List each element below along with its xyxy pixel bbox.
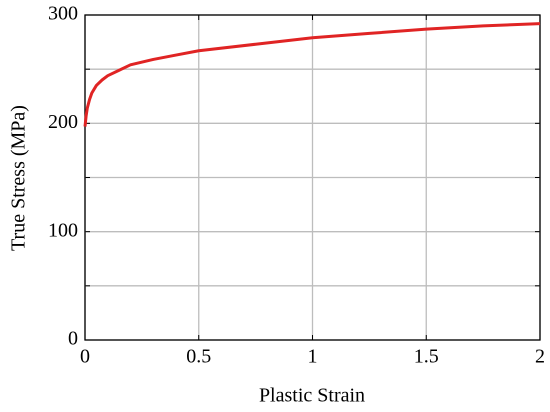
x-axis-label: Plastic Strain: [259, 385, 365, 407]
y-tick-label: 0: [68, 328, 78, 350]
x-tick-label: 0.5: [186, 346, 211, 368]
x-tick-label: 1.5: [414, 346, 439, 368]
plot-frame: [84, 14, 541, 341]
y-tick-label: 100: [48, 219, 78, 241]
x-tick-label: 0: [80, 346, 90, 368]
x-tick-label: 2: [535, 346, 545, 368]
y-axis-label: True Stress (MPa): [8, 105, 30, 251]
x-tick-label: 1: [308, 346, 318, 368]
data-line: [83, 22, 541, 127]
y-tick-label: 200: [48, 111, 78, 133]
y-tick-label: 300: [48, 3, 78, 25]
